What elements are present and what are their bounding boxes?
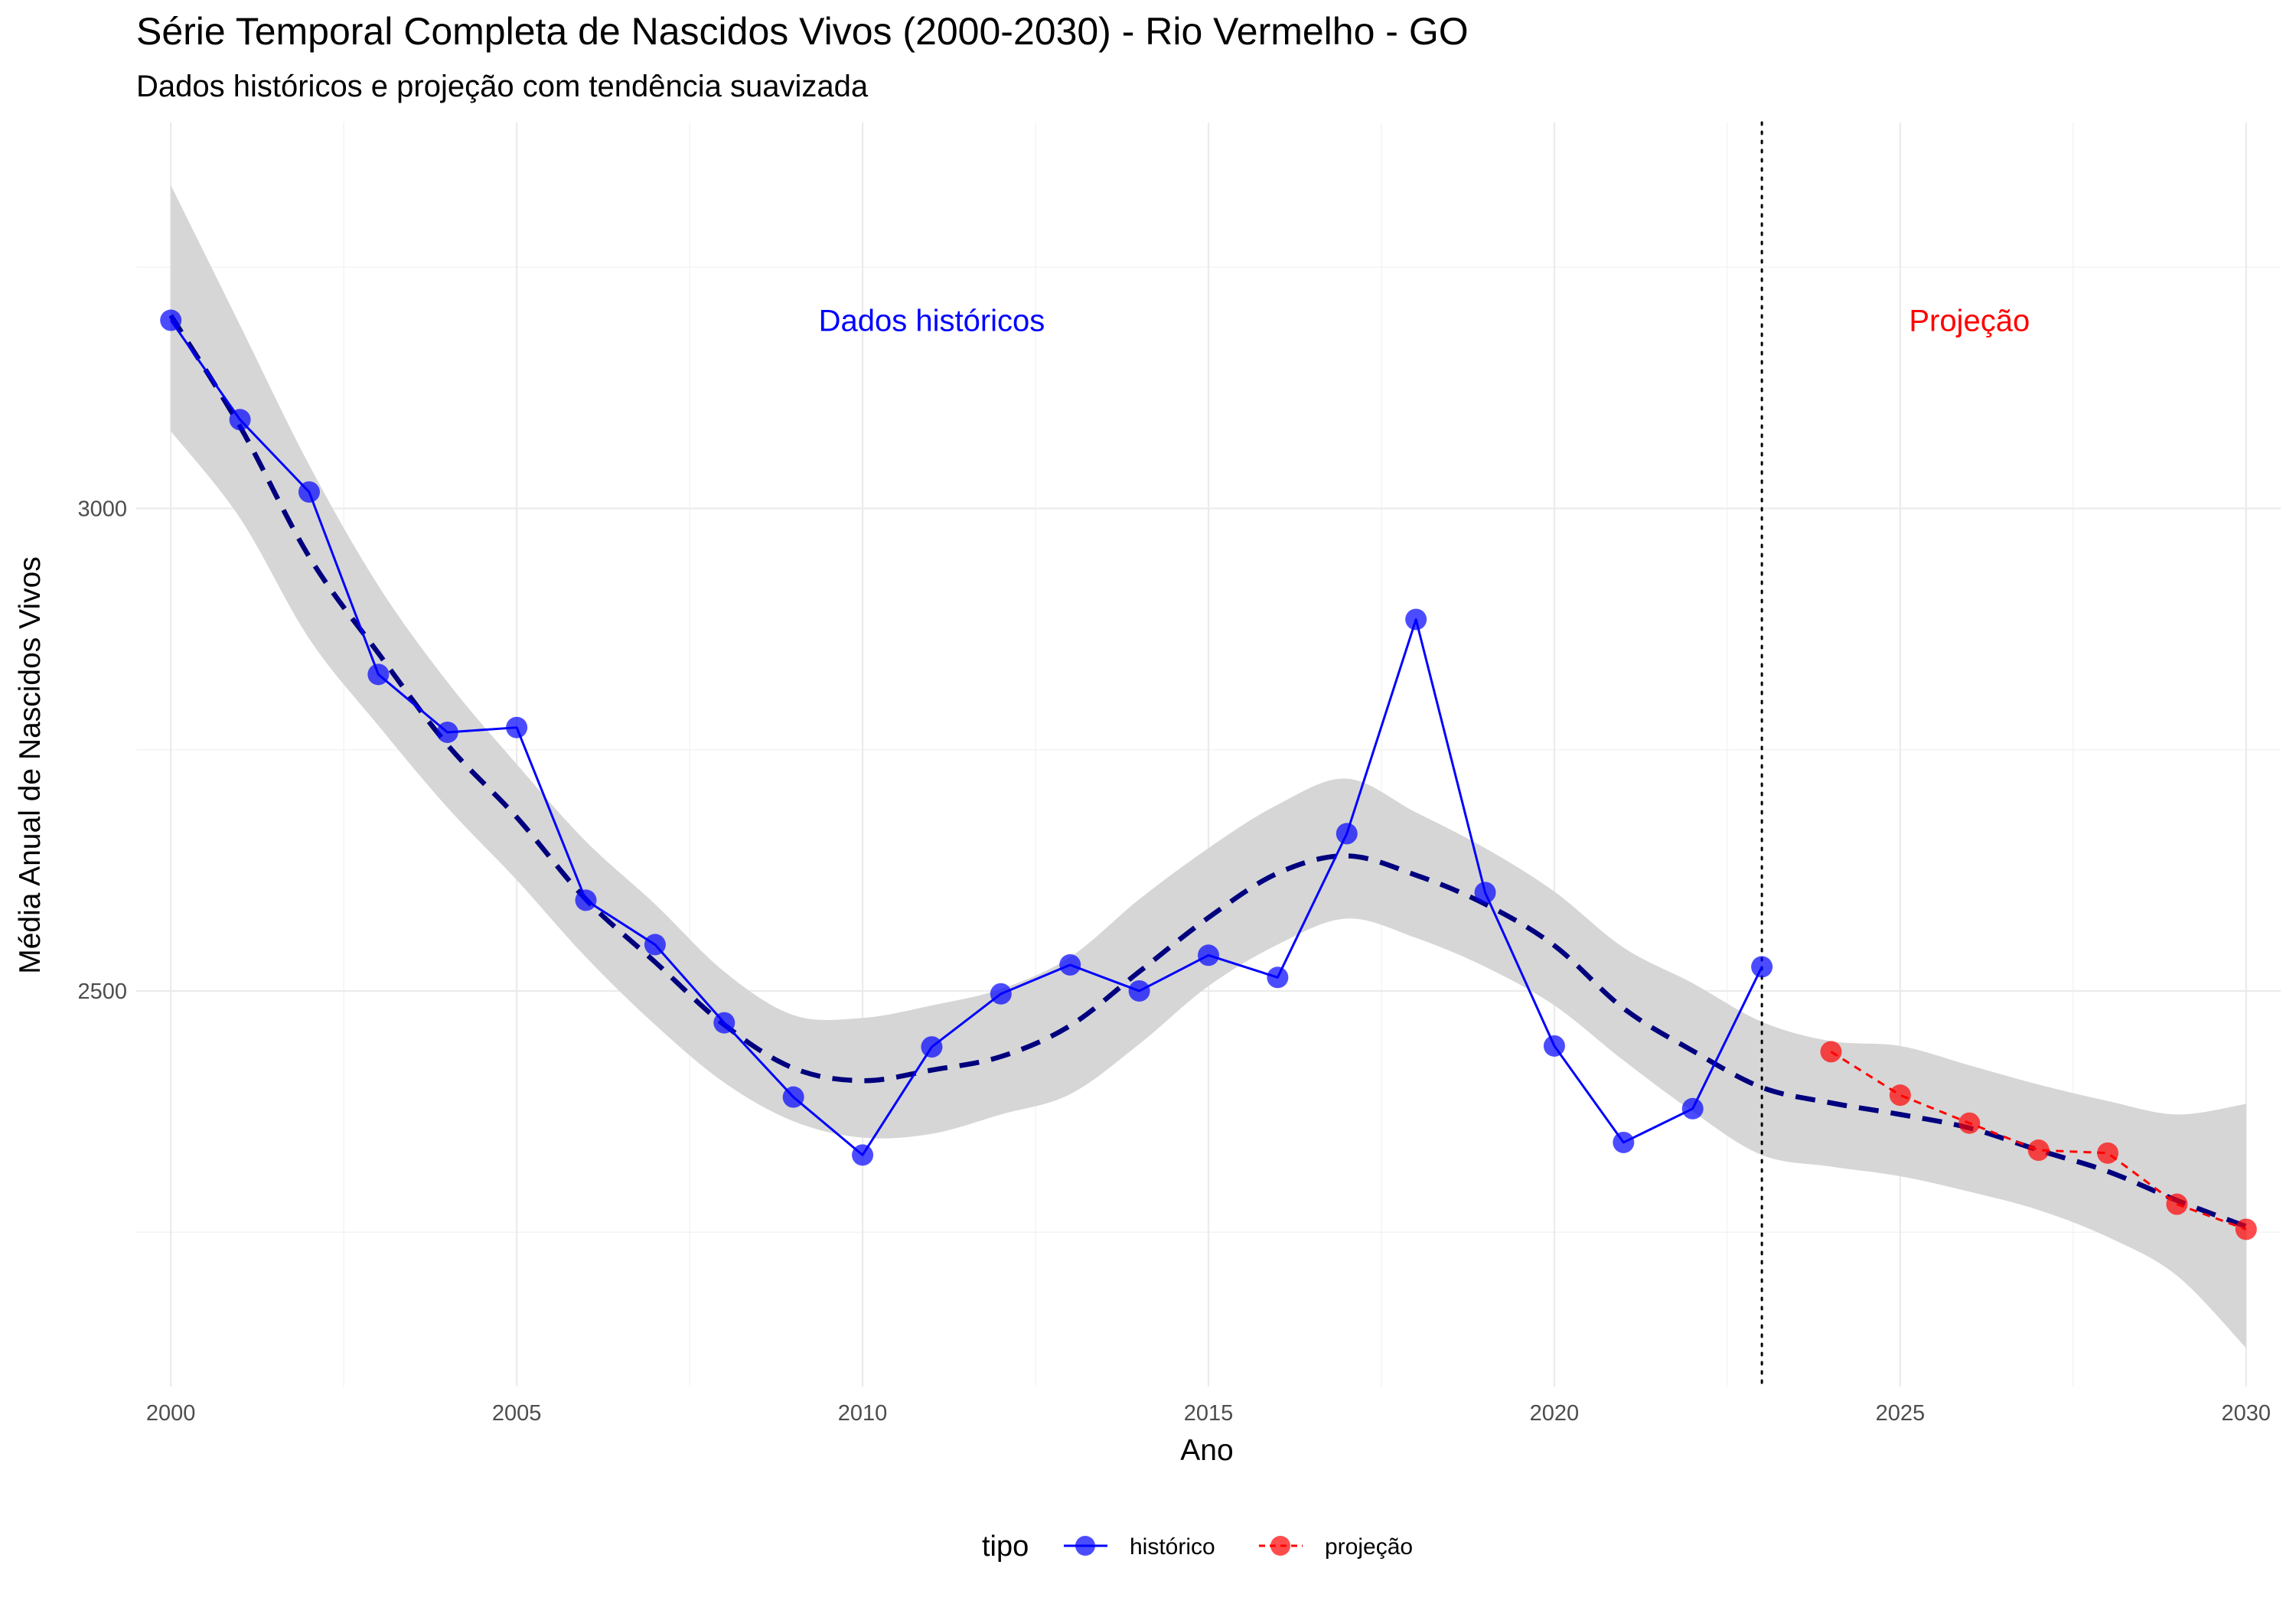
legend-item-projecao: projeção [1259, 1534, 1413, 1560]
region-label: Dados históricos [819, 305, 1045, 338]
data-point-historico [1681, 1097, 1704, 1120]
data-point-historico [229, 409, 251, 431]
x-axis-ticks: 2000 2005 2010 2015 2020 2025 2030 [146, 1401, 2271, 1426]
data-point-historico [367, 663, 390, 686]
x-tick-label: 2020 [1530, 1401, 1580, 1426]
x-tick-label: 2005 [492, 1401, 542, 1426]
data-point-historico [1336, 823, 1358, 845]
confidence-ribbon [171, 184, 2246, 1348]
y-axis-ticks: 2500 3000 [77, 497, 127, 1004]
data-point-historico [1543, 1035, 1565, 1057]
legend-key-point-historico [1075, 1536, 1095, 1556]
data-point-historico [782, 1086, 804, 1108]
data-point-historico [160, 309, 182, 331]
data-point-projecao [2166, 1193, 2188, 1215]
trend-line [168, 314, 2247, 1229]
data-point-historico [1751, 956, 1773, 978]
data-point-historico [1198, 944, 1219, 966]
x-tick-label: 2000 [146, 1401, 196, 1426]
data-point-historico [436, 721, 458, 743]
data-point-projecao [1958, 1112, 1981, 1134]
x-tick-label: 2015 [1184, 1401, 1234, 1426]
data-point-projecao [1889, 1084, 1911, 1107]
legend-title: tipo [982, 1530, 1029, 1563]
chart-subtitle: Dados históricos e projeção com tendênci… [136, 70, 869, 103]
region-labels: Dados históricos Projeção [819, 305, 2030, 338]
data-point-historico [1267, 966, 1289, 989]
series-line-historico [169, 319, 1763, 1156]
region-label: Projeção [1909, 305, 2030, 338]
data-point-historico [852, 1144, 874, 1166]
y-tick-label: 2500 [77, 980, 127, 1004]
series-layer [160, 309, 2257, 1240]
data-point-historico [1474, 882, 1496, 904]
data-point-historico [575, 889, 597, 911]
y-tick-label: 3000 [77, 497, 127, 521]
legend-key-point-projecao [1270, 1536, 1290, 1556]
trend-smooth-line [168, 314, 2247, 1229]
legend-label-projecao: projeção [1325, 1534, 1413, 1560]
data-point-projecao [2235, 1218, 2257, 1240]
data-point-historico [1059, 953, 1081, 976]
data-point-projecao [1820, 1041, 1842, 1063]
grid-major [136, 122, 2281, 1387]
x-tick-label: 2010 [838, 1401, 888, 1426]
x-axis-title: Ano [1180, 1434, 1233, 1467]
data-point-historico [298, 481, 320, 503]
x-tick-label: 2025 [1876, 1401, 1926, 1426]
data-point-historico [713, 1012, 735, 1034]
data-point-historico [990, 983, 1012, 1005]
data-point-historico [1405, 608, 1427, 631]
data-point-historico [1613, 1131, 1635, 1153]
x-tick-label: 2030 [2222, 1401, 2272, 1426]
y-axis-title: Média Anual de Nascidos Vivos [14, 556, 47, 974]
chart-title: Série Temporal Completa de Nascidos Vivo… [136, 10, 1469, 53]
legend-item-historico: histórico [1064, 1534, 1215, 1560]
data-point-historico [506, 716, 528, 738]
ribbon-area [171, 184, 2246, 1348]
data-point-historico [1128, 980, 1150, 1002]
legend-label-historico: histórico [1130, 1534, 1215, 1560]
legend: tipo histórico projeção [982, 1530, 1413, 1563]
data-point-historico [921, 1036, 943, 1058]
data-point-projecao [2097, 1142, 2119, 1164]
data-point-historico [644, 934, 666, 956]
data-point-projecao [2027, 1139, 2050, 1162]
